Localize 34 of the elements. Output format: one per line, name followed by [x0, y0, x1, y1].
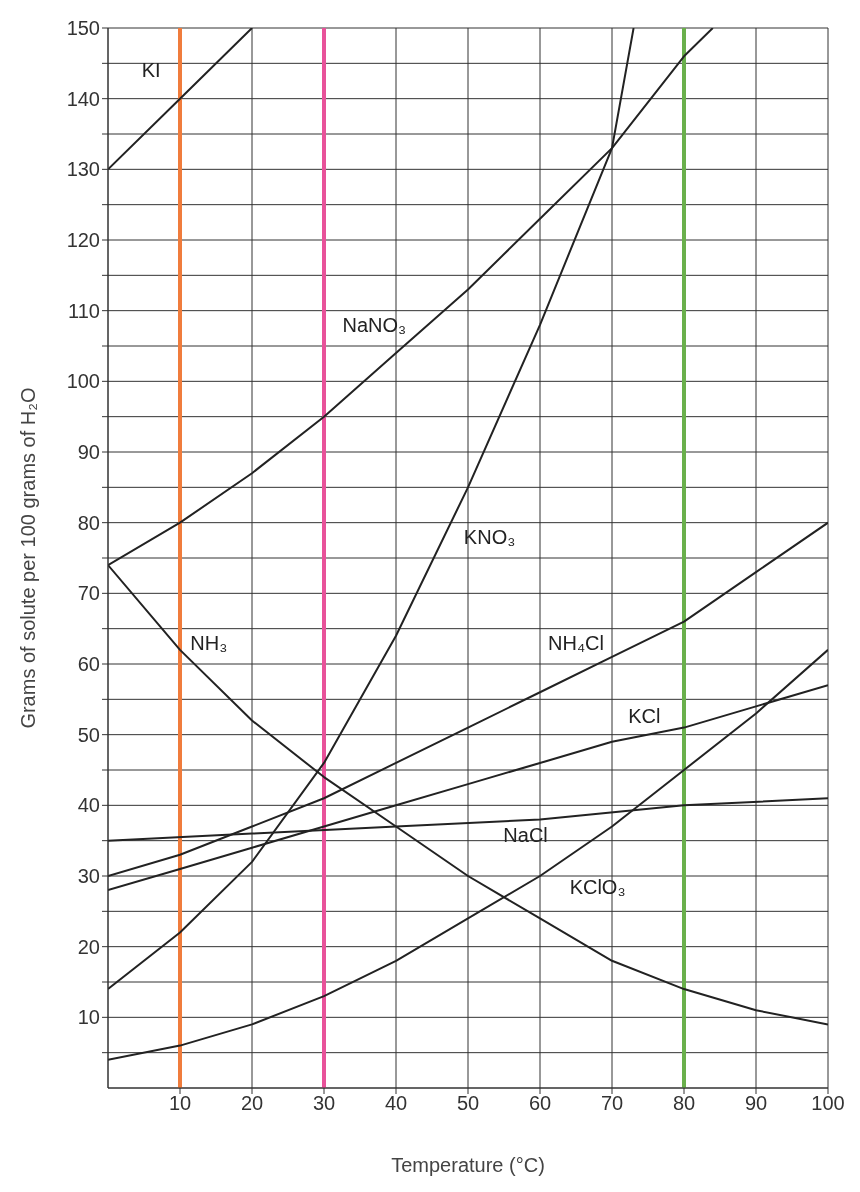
x-tick-label: 30 [312, 1092, 336, 1115]
y-tick-label: 140 [66, 87, 100, 110]
y-tick-label: 30 [77, 865, 100, 888]
y-tick-label: 120 [66, 229, 100, 252]
y-tick-label: 110 [68, 299, 100, 322]
series-label: NaNO₃ [342, 313, 407, 336]
x-axis-title: Temperature (°C) [391, 1154, 545, 1177]
y-tick-label: 50 [77, 723, 100, 746]
x-tick-label: 70 [600, 1092, 624, 1115]
x-tick-label: 60 [528, 1092, 552, 1115]
y-tick-label: 40 [77, 794, 100, 817]
x-tick-label: 10 [168, 1092, 192, 1115]
y-tick-label: 20 [77, 935, 100, 958]
series-label: NH₃ [190, 631, 228, 654]
y-tick-label: 60 [77, 653, 100, 676]
x-tick-label: 50 [456, 1092, 480, 1115]
series-label: KClO₃ [569, 875, 626, 898]
series-label: NH₄Cl [548, 631, 604, 654]
y-tick-label: 70 [77, 582, 100, 605]
x-tick-label: 90 [744, 1092, 768, 1115]
y-tick-label: 100 [66, 370, 100, 393]
series-label: KNO₃ [463, 525, 516, 548]
y-axis-title: Grams of solute per 100 grams of H₂O [17, 387, 40, 729]
series-label: KI [141, 59, 161, 82]
y-tick-label: 90 [77, 441, 100, 464]
series-label: KCl [628, 705, 661, 728]
x-tick-label: 80 [672, 1092, 696, 1115]
x-tick-label: 20 [240, 1092, 264, 1115]
y-tick-label: 150 [66, 17, 100, 40]
y-tick-label: 10 [77, 1006, 100, 1029]
y-tick-label: 130 [66, 158, 100, 181]
x-tick-label: 100 [811, 1092, 845, 1115]
y-tick-label: 80 [77, 511, 100, 534]
x-tick-label: 40 [384, 1092, 408, 1115]
